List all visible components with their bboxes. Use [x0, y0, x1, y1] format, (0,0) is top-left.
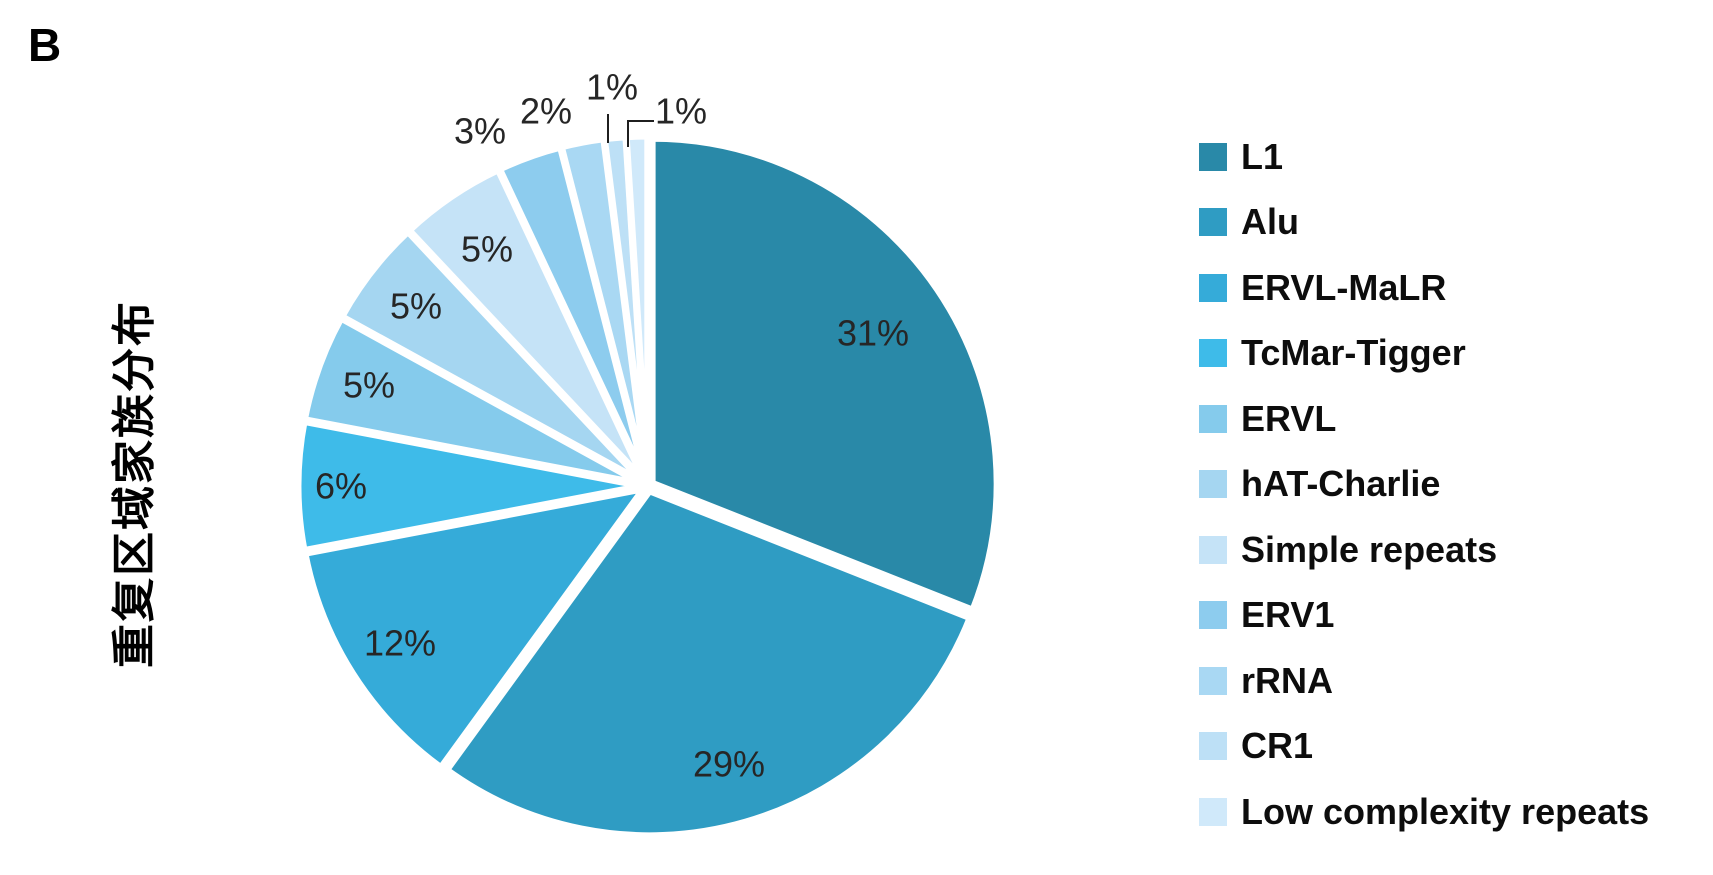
- legend-swatch-simple-repeats: [1199, 535, 1227, 564]
- legend-item-ervl: ERVL: [1199, 386, 1649, 452]
- legend-label: TcMar-Tigger: [1241, 332, 1466, 374]
- slice-label-alu: 29%: [693, 744, 765, 785]
- legend-label: ERV1: [1241, 594, 1335, 636]
- legend-label: hAT-Charlie: [1241, 463, 1441, 505]
- legend-swatch-ervl-malr: [1199, 273, 1227, 302]
- slice-label-simple-repeats: 5%: [461, 229, 513, 270]
- legend-item-erv1: ERV1: [1199, 583, 1649, 649]
- legend-swatch-ervl: [1199, 404, 1227, 433]
- legend-swatch-erv1: [1199, 601, 1227, 630]
- slice-label-ervl: 5%: [343, 365, 395, 406]
- slice-label-low-complexity-repeats: 1%: [655, 91, 707, 132]
- legend-item-ervl-malr: ERVL-MaLR: [1199, 255, 1649, 321]
- pie-slice-alu: [443, 487, 974, 840]
- legend-swatch-hat-charlie: [1199, 470, 1227, 499]
- legend-swatch-tcmar-tigger: [1199, 339, 1227, 368]
- slice-label-rrna: 2%: [520, 91, 572, 132]
- leader-line-low-complexity-repeats: [627, 120, 654, 147]
- legend-item-rrna: rRNA: [1199, 648, 1649, 714]
- slice-label-hat-charlie: 5%: [390, 286, 442, 327]
- legend-item-alu: Alu: [1199, 190, 1649, 256]
- legend-label: Alu: [1241, 201, 1299, 243]
- pie-slice-ervl-malr: [301, 485, 648, 772]
- legend-label: Simple repeats: [1241, 528, 1498, 570]
- legend: L1 Alu ERVL-MaLR TcMar-Tigger ERVL hAT-Charli…: [1199, 124, 1649, 845]
- slice-label-l1: 31%: [837, 313, 909, 354]
- legend-item-low-complexity-repeats: Low complexity repeats: [1199, 779, 1649, 845]
- legend-label: CR1: [1241, 725, 1314, 767]
- slice-label-ervl-malr: 12%: [364, 623, 436, 664]
- legend-item-cr1: CR1: [1199, 714, 1649, 780]
- legend-item-hat-charlie: hAT-Charlie: [1199, 452, 1649, 518]
- panel-label: B: [28, 19, 62, 71]
- legend-swatch-l1: [1199, 142, 1227, 171]
- slice-label-erv1: 3%: [454, 111, 506, 152]
- legend-label: rRNA: [1241, 659, 1334, 701]
- legend-item-l1: L1: [1199, 124, 1649, 190]
- legend-item-tcmar-tigger: TcMar-Tigger: [1199, 321, 1649, 387]
- slice-label-tcmar-tigger: 6%: [315, 466, 367, 507]
- legend-swatch-cr1: [1199, 732, 1227, 761]
- legend-label: ERVL-MaLR: [1241, 266, 1447, 308]
- pie-slice-l1: [648, 134, 1001, 614]
- legend-swatch-low-complexity-repeats: [1199, 797, 1227, 826]
- legend-label: ERVL: [1241, 397, 1337, 439]
- legend-item-simple-repeats: Simple repeats: [1199, 517, 1649, 583]
- slice-label-cr1: 1%: [586, 67, 638, 108]
- legend-label: L1: [1241, 135, 1284, 177]
- legend-swatch-alu: [1199, 208, 1227, 237]
- legend-label: Low complexity repeats: [1241, 790, 1650, 832]
- legend-swatch-rrna: [1199, 666, 1227, 695]
